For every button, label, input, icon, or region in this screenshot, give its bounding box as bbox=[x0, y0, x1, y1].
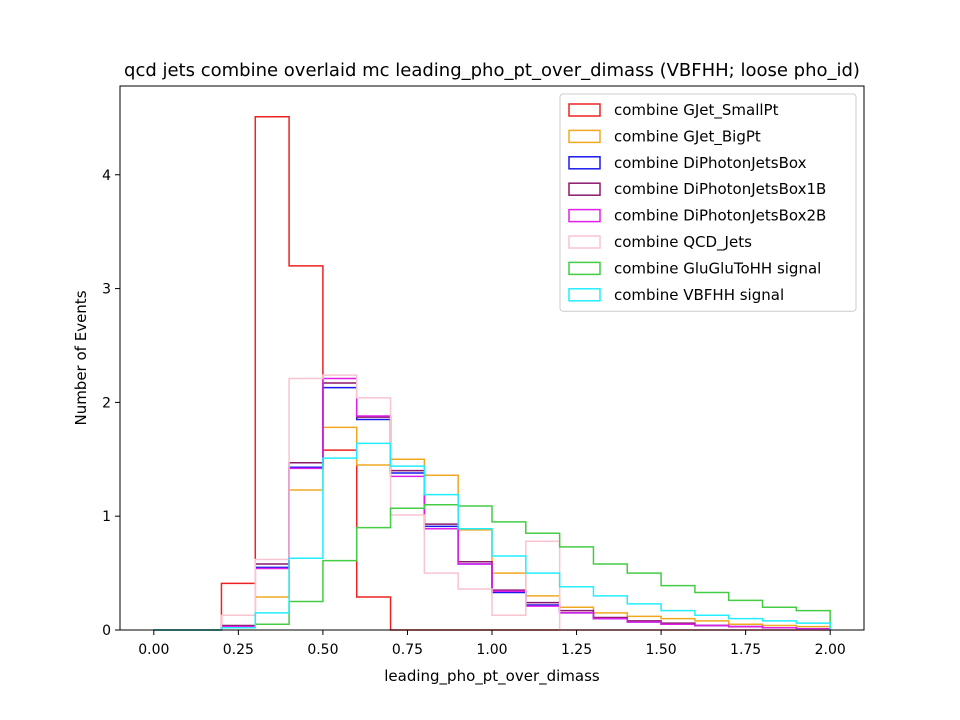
legend-swatch bbox=[568, 208, 601, 223]
legend-swatch bbox=[568, 156, 601, 170]
legend-label: combine GJet_BigPt bbox=[614, 127, 761, 146]
series-vbfhh-signal bbox=[153, 442, 831, 631]
legend-label: combine GluGluToHH signal bbox=[614, 259, 821, 277]
y-tick-label: 2 bbox=[102, 395, 111, 411]
legend-label: combine VBFHH signal bbox=[614, 286, 784, 304]
legend-swatch bbox=[568, 235, 601, 249]
x-axis-label: leading_pho_pt_over_dimass bbox=[384, 667, 600, 686]
x-tick-label: 0.75 bbox=[392, 642, 423, 658]
legend-label: combine DiPhotonJetsBox1B bbox=[614, 180, 826, 198]
y-axis: 0 1 2 3 4 bbox=[102, 168, 120, 639]
legend-swatch bbox=[568, 288, 601, 302]
legend-swatch bbox=[568, 261, 601, 276]
x-tick-label: 1.75 bbox=[730, 642, 761, 658]
legend-swatch bbox=[568, 182, 601, 196]
legend-label: combine DiPhotonJetsBox bbox=[614, 154, 807, 172]
x-tick-label: 1.50 bbox=[646, 642, 677, 658]
legend-box bbox=[559, 93, 857, 312]
legend-label: combine DiPhotonJetsBox2B bbox=[614, 207, 826, 225]
y-tick-label: 1 bbox=[102, 509, 111, 525]
y-tick-label: 0 bbox=[102, 623, 111, 639]
x-tick-label: 0.00 bbox=[138, 642, 169, 658]
legend-label: combine QCD_Jets bbox=[614, 233, 752, 252]
legend-swatch bbox=[568, 129, 601, 144]
x-axis: 0.00 0.25 0.50 0.75 1.00 1.25 1.50 1.75 2.00 bbox=[138, 630, 846, 658]
x-tick-label: 0.25 bbox=[223, 642, 254, 658]
y-tick-label: 4 bbox=[102, 168, 111, 184]
x-tick-label: 2.00 bbox=[815, 642, 846, 658]
x-tick-label: 0.50 bbox=[307, 642, 338, 658]
legend-label: combine GJet_SmallPt bbox=[614, 101, 779, 120]
legend-swatch bbox=[568, 103, 601, 117]
x-tick-label: 1.00 bbox=[476, 642, 507, 658]
chart-title: qcd jets combine overlaid mc leading_pho… bbox=[124, 60, 860, 81]
x-tick-label: 1.25 bbox=[561, 642, 592, 658]
y-axis-label: Number of Events bbox=[72, 290, 90, 425]
y-tick-label: 3 bbox=[102, 282, 111, 298]
